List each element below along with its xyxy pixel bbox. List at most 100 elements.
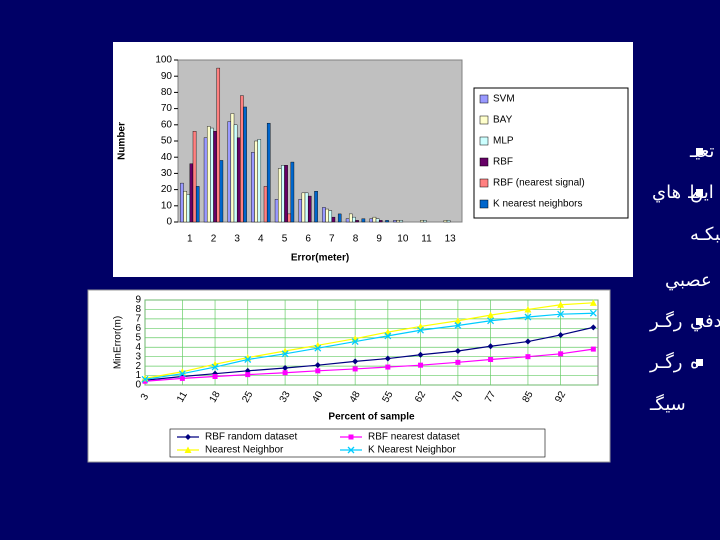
- legend-swatch: [479, 178, 489, 188]
- point: [179, 375, 185, 381]
- point: [245, 372, 251, 378]
- point: [347, 446, 355, 454]
- y-tick-label: 90: [161, 71, 173, 82]
- bar: [180, 182, 184, 223]
- y-tick-label: 0: [166, 217, 172, 228]
- bullet: [696, 359, 703, 366]
- bar: [355, 220, 359, 223]
- bar: [227, 121, 232, 223]
- x-tick-label: 48: [348, 389, 363, 405]
- bar: [281, 165, 285, 223]
- bar: [192, 131, 197, 223]
- point: [487, 343, 494, 350]
- x-tick-label: 85: [521, 389, 536, 405]
- bar: [325, 208, 329, 223]
- y-tick-label: 6: [135, 323, 141, 334]
- slide-text-fragment: عصبي: [665, 270, 712, 291]
- y-tick-label: 0: [135, 380, 141, 391]
- y-tick-label: 30: [161, 168, 173, 179]
- x-axis-label: Error(meter): [291, 253, 349, 264]
- bar: [337, 213, 342, 223]
- bar: [396, 220, 400, 223]
- y-tick-label: 80: [161, 87, 173, 98]
- y-axis-label: Number: [117, 122, 128, 160]
- y-tick-label: 50: [161, 136, 173, 147]
- x-tick-label: 3: [234, 234, 240, 245]
- point: [557, 331, 564, 338]
- bar: [348, 213, 353, 223]
- x-tick-label: 70: [450, 389, 465, 405]
- point: [524, 305, 532, 313]
- slide-text-fragment: رگـر: [649, 310, 682, 332]
- bullet: [696, 189, 703, 196]
- x-tick-label: 18: [208, 389, 223, 405]
- legend-label: SVM: [493, 94, 515, 105]
- y-tick-label: 3: [135, 351, 141, 362]
- bar-chart: 0 10 20 30 40 50 60 70 80 90 100 1 2 3 4 5 6 7 8 9 10 11 13 Err…: [117, 55, 629, 264]
- x-tick-label: 9: [376, 234, 382, 245]
- x-tick-label: 5: [282, 234, 288, 245]
- bar: [301, 192, 306, 223]
- point: [352, 366, 358, 372]
- y-tick-label: 7: [135, 314, 141, 325]
- point: [314, 362, 321, 369]
- y-tick-label: 40: [161, 152, 173, 163]
- bar: [399, 220, 404, 223]
- series-line: [144, 326, 594, 381]
- bullet: [696, 318, 703, 325]
- bar: [233, 124, 238, 223]
- point: [488, 357, 494, 362]
- point: [487, 311, 495, 319]
- plot-area: [144, 299, 599, 386]
- x-tick-label: 62: [413, 389, 428, 405]
- point: [590, 324, 597, 331]
- legend-label: Nearest Neighbor: [205, 445, 284, 456]
- point: [525, 354, 531, 360]
- bar: [206, 126, 211, 223]
- legend-swatch: [479, 94, 489, 104]
- y-tick-label: 100: [155, 55, 172, 66]
- bar: [254, 140, 258, 223]
- bar: [372, 216, 377, 223]
- bar: [251, 152, 255, 223]
- x-tick-label: 92: [553, 389, 568, 405]
- legend-swatch: [479, 115, 489, 125]
- legend-swatch: [479, 199, 489, 209]
- bar: [443, 220, 448, 223]
- point: [314, 344, 322, 352]
- point: [524, 313, 532, 321]
- legend-label: RBF (nearest signal): [493, 178, 585, 189]
- slide-text-fragment: اين: [690, 182, 714, 203]
- bar: [375, 218, 380, 223]
- bar: [240, 95, 244, 223]
- bar: [345, 218, 350, 223]
- y-tick-label: 4: [135, 342, 141, 353]
- slide-text-fragment: سيگـ: [649, 393, 686, 415]
- bullet: [696, 148, 703, 155]
- bar: [322, 207, 326, 223]
- x-tick-label: 4: [258, 234, 264, 245]
- bar: [331, 216, 336, 223]
- point: [417, 351, 424, 358]
- bar: [219, 160, 224, 223]
- y-tick-label: 5: [135, 332, 141, 343]
- x-tick-label: 8: [353, 234, 359, 245]
- point: [454, 322, 462, 329]
- point: [141, 375, 149, 383]
- bar: [423, 220, 427, 223]
- x-tick-label: 40: [310, 389, 325, 405]
- series-line: [144, 348, 594, 382]
- x-tick-label: 10: [397, 234, 409, 245]
- legend-label: K nearest neighbors: [493, 199, 583, 210]
- point: [455, 359, 461, 365]
- point: [351, 338, 359, 346]
- point: [212, 374, 218, 379]
- bar: [287, 213, 292, 223]
- y-tick-label: 9: [135, 295, 141, 306]
- x-tick-label: 55: [380, 389, 395, 405]
- point: [384, 355, 391, 362]
- bar: [257, 139, 262, 223]
- x-tick-label: 3: [139, 392, 152, 403]
